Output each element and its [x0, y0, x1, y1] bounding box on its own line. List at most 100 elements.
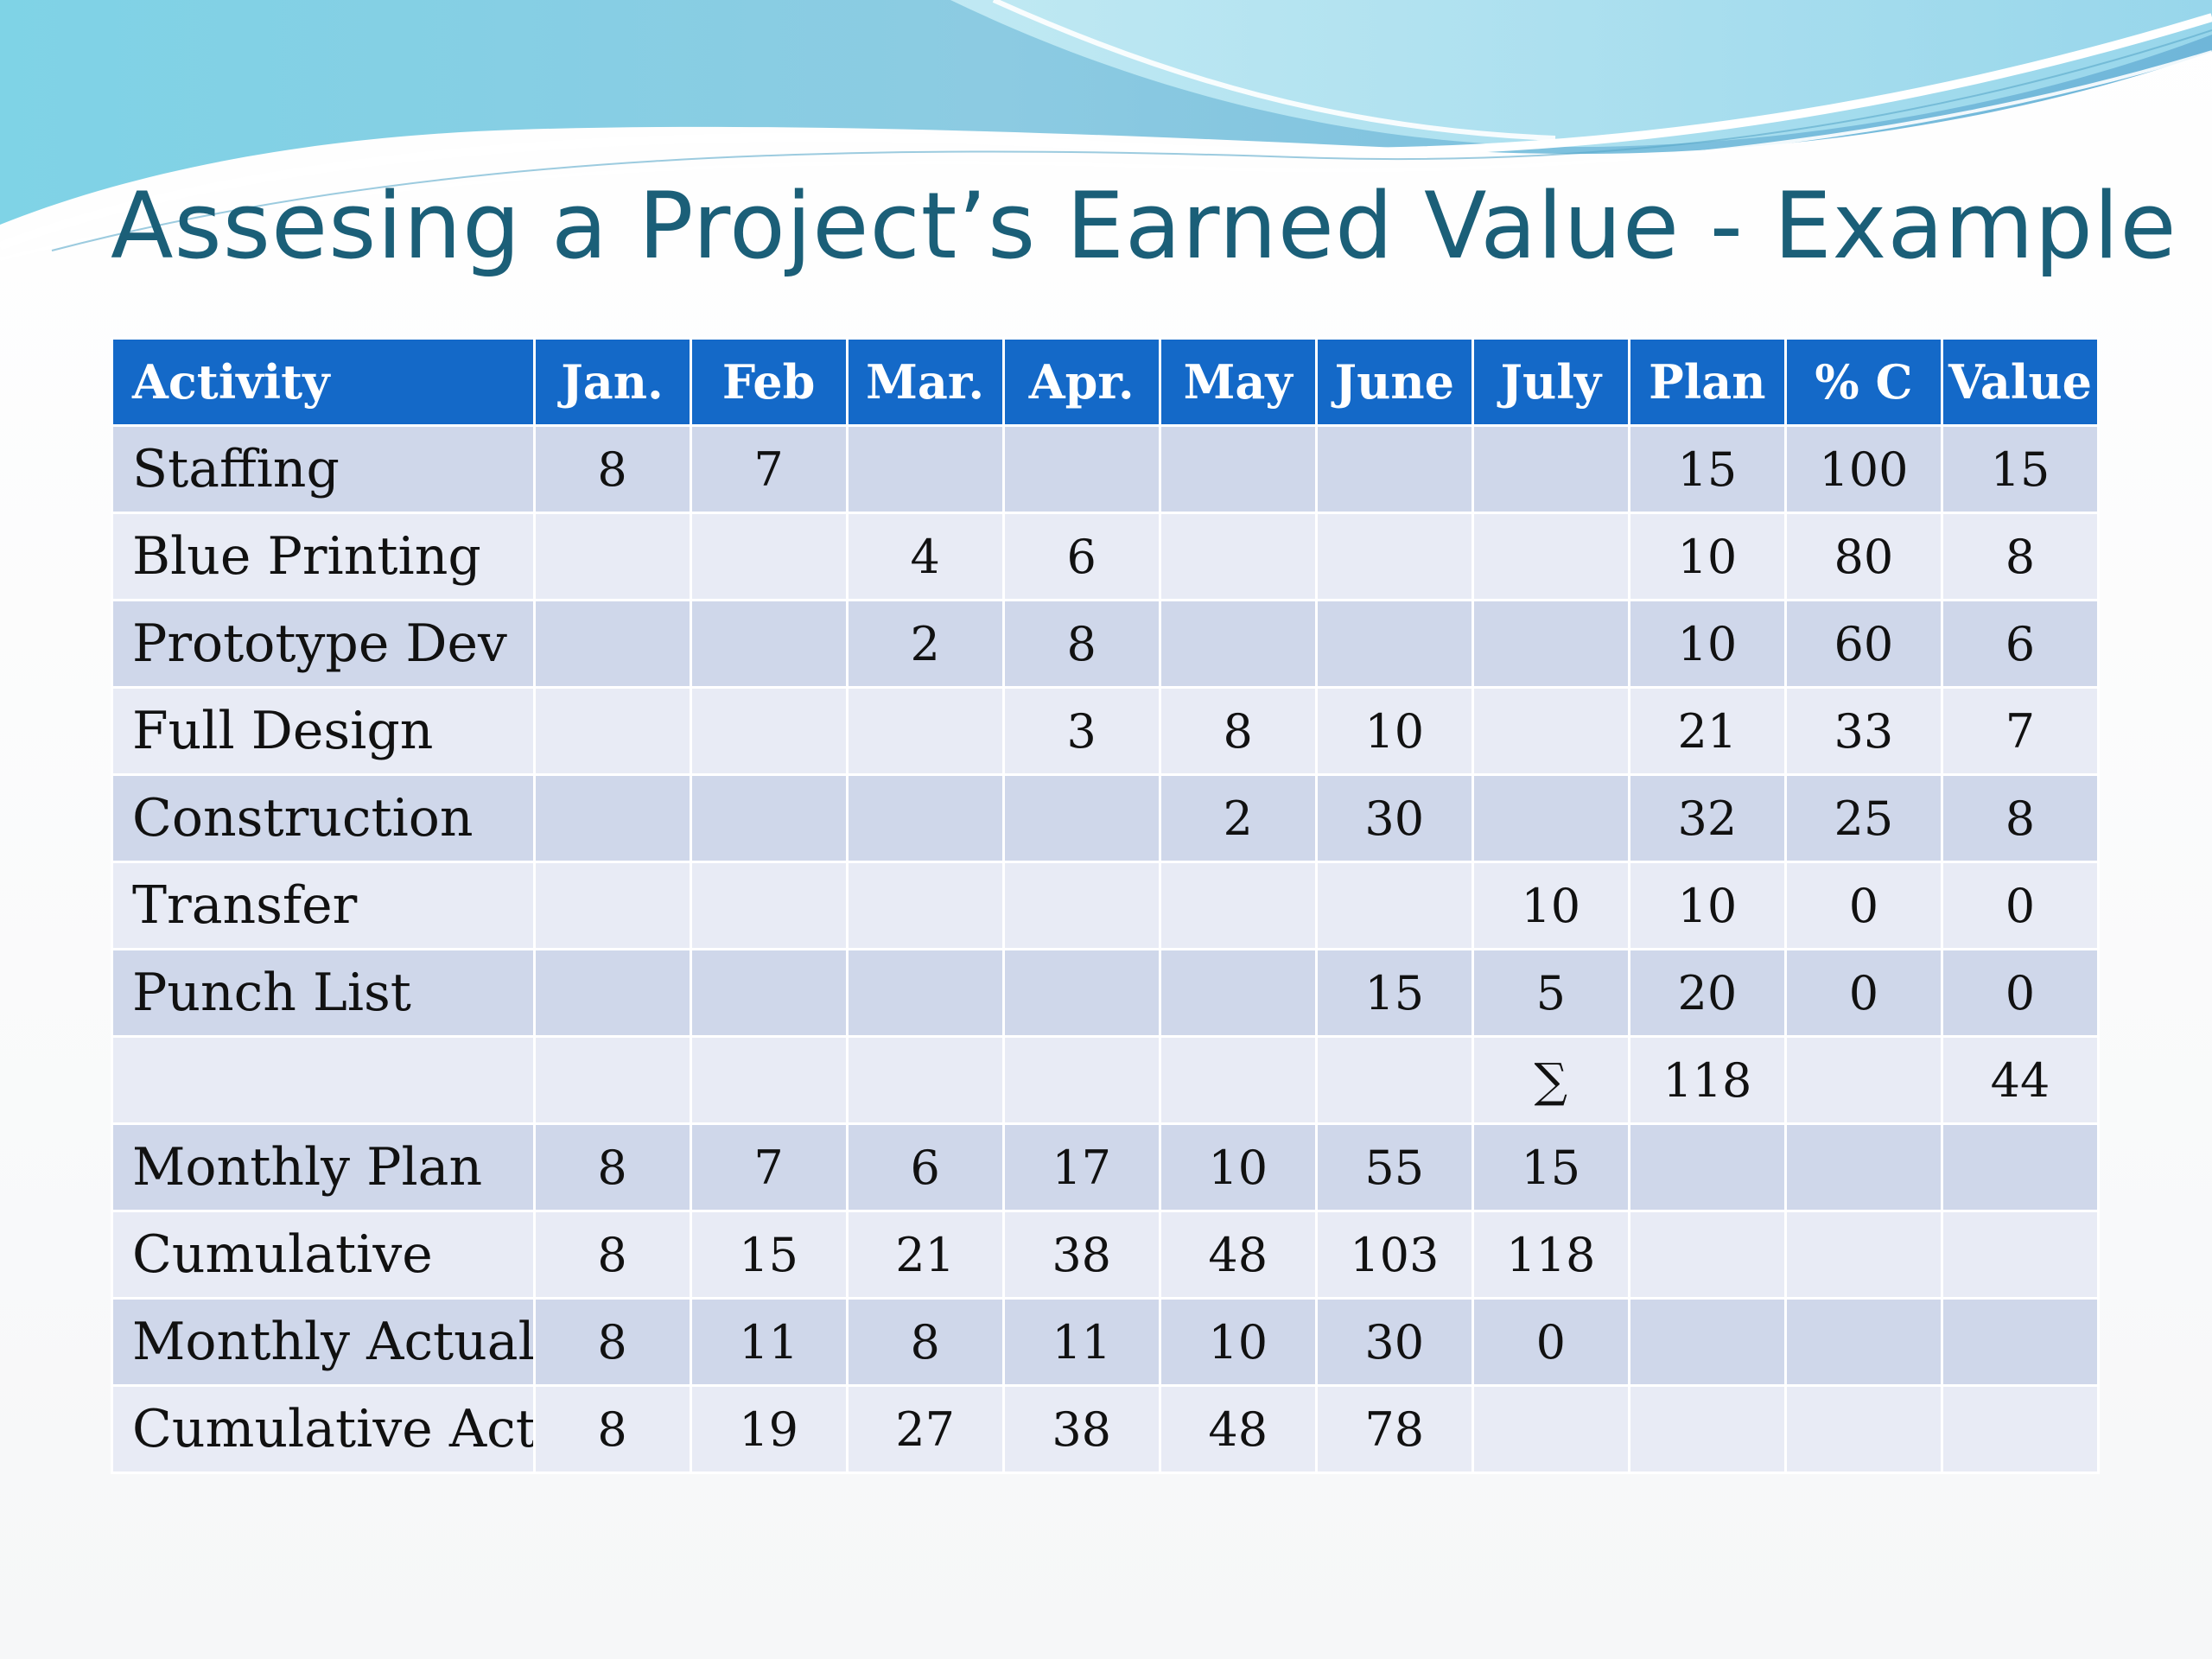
table-cell: 21	[845, 1210, 1005, 1300]
activity-cell: Staffing	[111, 424, 536, 514]
table-row: ∑ 118 44	[111, 1035, 2101, 1125]
table-cell	[689, 1035, 849, 1125]
table-cell	[532, 948, 692, 1038]
column-header-plan: Plan	[1627, 337, 1787, 427]
table-row: Staffing 8 7 15 100 15	[111, 424, 2101, 514]
table-cell: 118	[1471, 1210, 1630, 1300]
table-cell	[532, 1035, 692, 1125]
activity-cell: Punch List	[111, 948, 536, 1038]
table-cell: 8	[532, 1297, 692, 1387]
table-row: Transfer 10 10 0 0	[111, 861, 2101, 950]
table-cell	[845, 948, 1005, 1038]
activity-cell	[111, 1035, 536, 1125]
wave-decoration	[0, 0, 2212, 261]
table-cell	[1783, 1035, 1943, 1125]
column-header-jan: Jan.	[532, 337, 692, 427]
activity-cell: Full Design	[111, 686, 536, 776]
table-cell: 30	[1314, 773, 1474, 863]
table-cell: 7	[1940, 686, 2101, 776]
activity-cell: Cumulative Act	[111, 1384, 536, 1474]
table-cell	[845, 1035, 1005, 1125]
table-cell: 10	[1314, 686, 1474, 776]
table-cell	[1158, 1035, 1318, 1125]
table-cell: 25	[1783, 773, 1943, 863]
table-cell: 8	[1940, 512, 2101, 601]
table-row: Monthly Plan 8 7 6 17 10 55 15	[111, 1122, 2101, 1212]
table-cell: 15	[1314, 948, 1474, 1038]
table-cell	[689, 948, 849, 1038]
table-cell: 19	[689, 1384, 849, 1474]
table-row: Full Design 3 8 10 21 33 7	[111, 686, 2101, 776]
table-header-row: Activity Jan. Feb Mar. Apr. May June Jul…	[111, 337, 2101, 427]
table-row: Prototype Dev 2 8 10 60 6	[111, 599, 2101, 689]
table-row: Blue Printing 4 6 10 80 8	[111, 512, 2101, 601]
table-cell: 48	[1158, 1210, 1318, 1300]
table-cell	[1783, 1384, 1943, 1474]
table-cell: 8	[532, 1384, 692, 1474]
table-cell: 10	[1158, 1122, 1318, 1212]
activity-cell: Transfer	[111, 861, 536, 950]
table-cell: 10	[1627, 512, 1787, 601]
table-cell: 8	[1940, 773, 2101, 863]
table-cell: 38	[1001, 1384, 1161, 1474]
table-row: Punch List 15 5 20 0 0	[111, 948, 2101, 1038]
table-cell: 20	[1627, 948, 1787, 1038]
table-cell: 55	[1314, 1122, 1474, 1212]
table-cell	[845, 686, 1005, 776]
table-row: Cumulative 8 15 21 38 48 103 118	[111, 1210, 2101, 1300]
table-cell: 27	[845, 1384, 1005, 1474]
column-header-june: June	[1314, 337, 1474, 427]
table-cell: 8	[532, 1122, 692, 1212]
column-header-activity: Activity	[111, 337, 536, 427]
table-cell	[1314, 861, 1474, 950]
activity-cell: Blue Printing	[111, 512, 536, 601]
table-cell: 0	[1940, 948, 2101, 1038]
table-cell: 8	[1001, 599, 1161, 689]
table-cell	[1783, 1122, 1943, 1212]
table-cell: 0	[1940, 861, 2101, 950]
table-cell: 7	[689, 424, 849, 514]
table-cell: 7	[689, 1122, 849, 1212]
column-header-apr: Apr.	[1001, 337, 1161, 427]
activity-cell: Construction	[111, 773, 536, 863]
table-cell: 118	[1627, 1035, 1787, 1125]
table-cell	[1627, 1384, 1787, 1474]
table-cell	[689, 861, 849, 950]
table-row: Monthly Actual 8 11 8 11 10 30 0	[111, 1297, 2101, 1387]
table-cell: 30	[1314, 1297, 1474, 1387]
table-cell	[1001, 424, 1161, 514]
table-cell	[1158, 512, 1318, 601]
table-cell	[1158, 861, 1318, 950]
table-cell	[1940, 1297, 2101, 1387]
table-cell	[689, 686, 849, 776]
table-cell	[1471, 599, 1630, 689]
table-cell	[1001, 1035, 1161, 1125]
table-cell	[1158, 599, 1318, 689]
table-cell: 15	[1940, 424, 2101, 514]
table-cell	[689, 512, 849, 601]
table-cell: 3	[1001, 686, 1161, 776]
table-cell	[1783, 1297, 1943, 1387]
table-cell	[689, 599, 849, 689]
activity-cell: Monthly Actual	[111, 1297, 536, 1387]
table-cell	[1471, 686, 1630, 776]
table-cell	[845, 773, 1005, 863]
table-cell	[1627, 1122, 1787, 1212]
table-cell: 8	[532, 424, 692, 514]
table-cell: 78	[1314, 1384, 1474, 1474]
table-cell	[1471, 512, 1630, 601]
table-cell: 8	[1158, 686, 1318, 776]
activity-cell: Prototype Dev	[111, 599, 536, 689]
column-header-july: July	[1471, 337, 1630, 427]
table-cell	[845, 424, 1005, 514]
activity-cell: Monthly Plan	[111, 1122, 536, 1212]
table-cell	[1627, 1297, 1787, 1387]
table-cell	[689, 773, 849, 863]
table-cell	[1471, 773, 1630, 863]
table-cell	[532, 599, 692, 689]
table-cell	[1627, 1210, 1787, 1300]
table-cell: 21	[1627, 686, 1787, 776]
table-cell: 44	[1940, 1035, 2101, 1125]
table-cell: 6	[1940, 599, 2101, 689]
